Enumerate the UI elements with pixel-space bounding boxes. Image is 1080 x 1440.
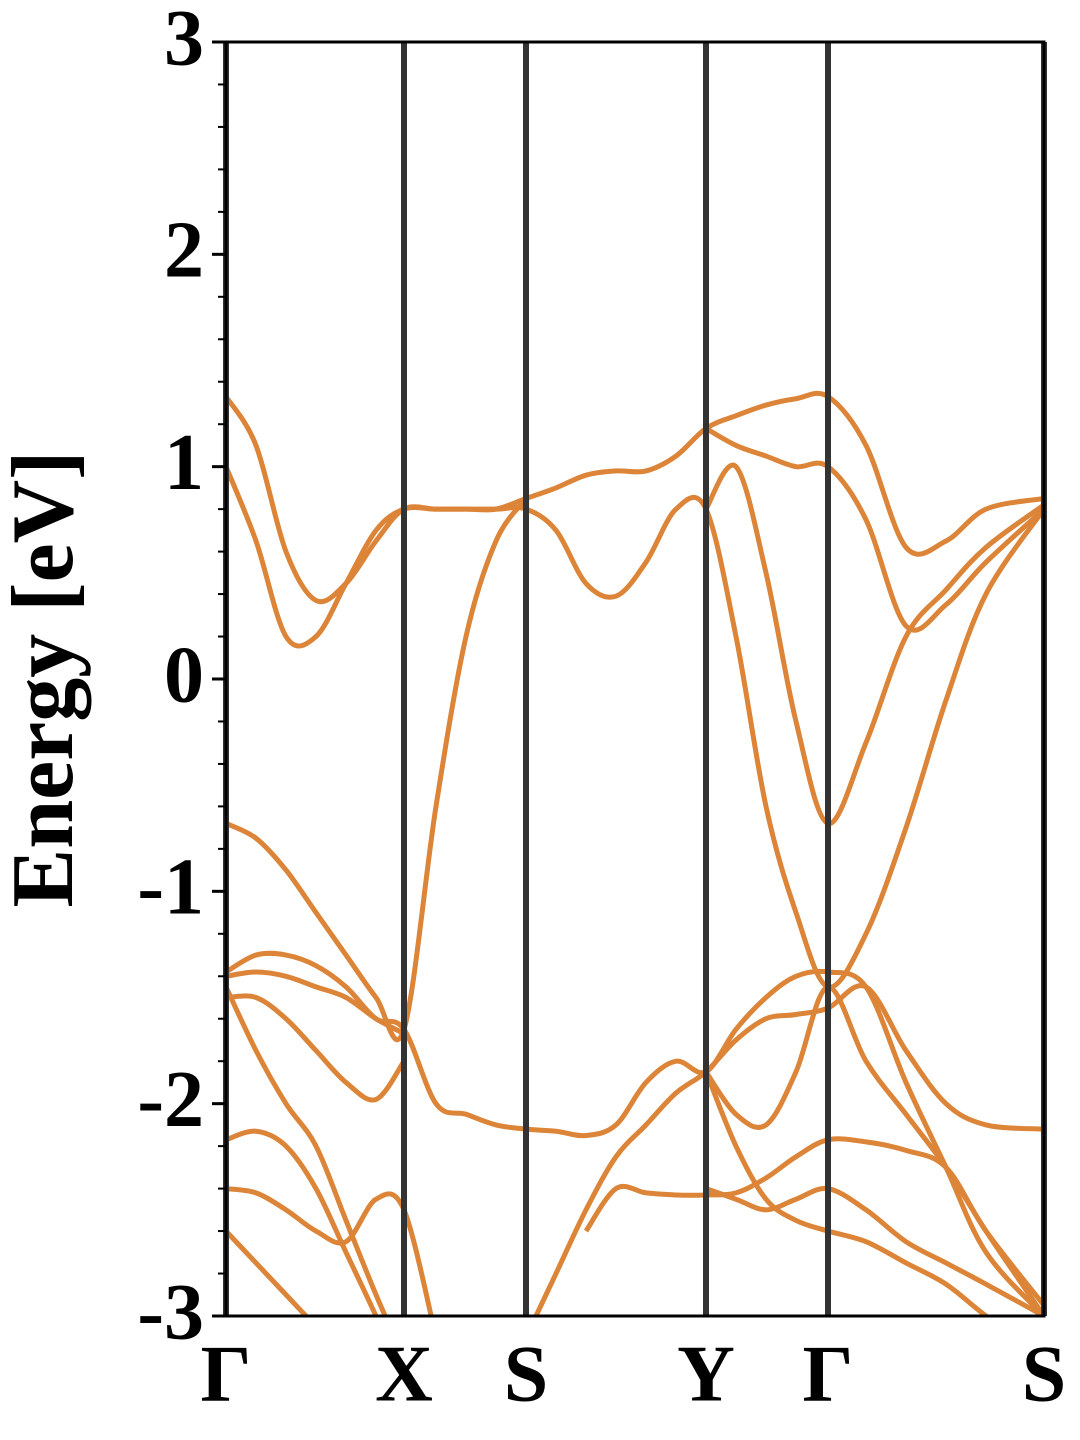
- y-tick-label: -1: [137, 844, 204, 932]
- band-line: [226, 950, 1044, 1316]
- band-line: [703, 1070, 991, 1316]
- plot-frame: [224, 40, 1046, 1318]
- band-line: [705, 1185, 1044, 1316]
- band-line: [226, 1128, 379, 1316]
- y-tick-label: 3: [164, 0, 204, 82]
- band-line: [226, 496, 529, 1042]
- band-line: [226, 993, 407, 1103]
- y-tick-label: -3: [137, 1268, 204, 1356]
- band-line: [533, 983, 1044, 1316]
- y-axis-label: Energy [eV]: [0, 451, 92, 908]
- y-tick-label: 1: [164, 419, 204, 507]
- y-tick-label: 2: [164, 207, 204, 295]
- band-line: [226, 1229, 310, 1316]
- band-line: [226, 465, 1044, 990]
- y-tick-label: -2: [137, 1056, 204, 1144]
- band-line: [704, 426, 1044, 633]
- band-line: [226, 390, 1044, 605]
- x-tick-label: Y: [677, 1330, 735, 1418]
- x-tick-label: Γ: [803, 1330, 854, 1418]
- band-line: [703, 984, 1044, 1316]
- x-tick-label: S: [504, 1330, 549, 1418]
- x-tick-label: S: [1022, 1330, 1067, 1418]
- x-tick-label: X: [375, 1330, 433, 1418]
- band-line: [226, 969, 406, 1036]
- band-line: [703, 462, 1044, 826]
- band-line: [583, 1136, 1044, 1307]
- band-line: [226, 985, 388, 1316]
- y-tick-label: 0: [164, 631, 204, 719]
- x-tick-label: Γ: [201, 1330, 252, 1418]
- bands: [226, 390, 1044, 1316]
